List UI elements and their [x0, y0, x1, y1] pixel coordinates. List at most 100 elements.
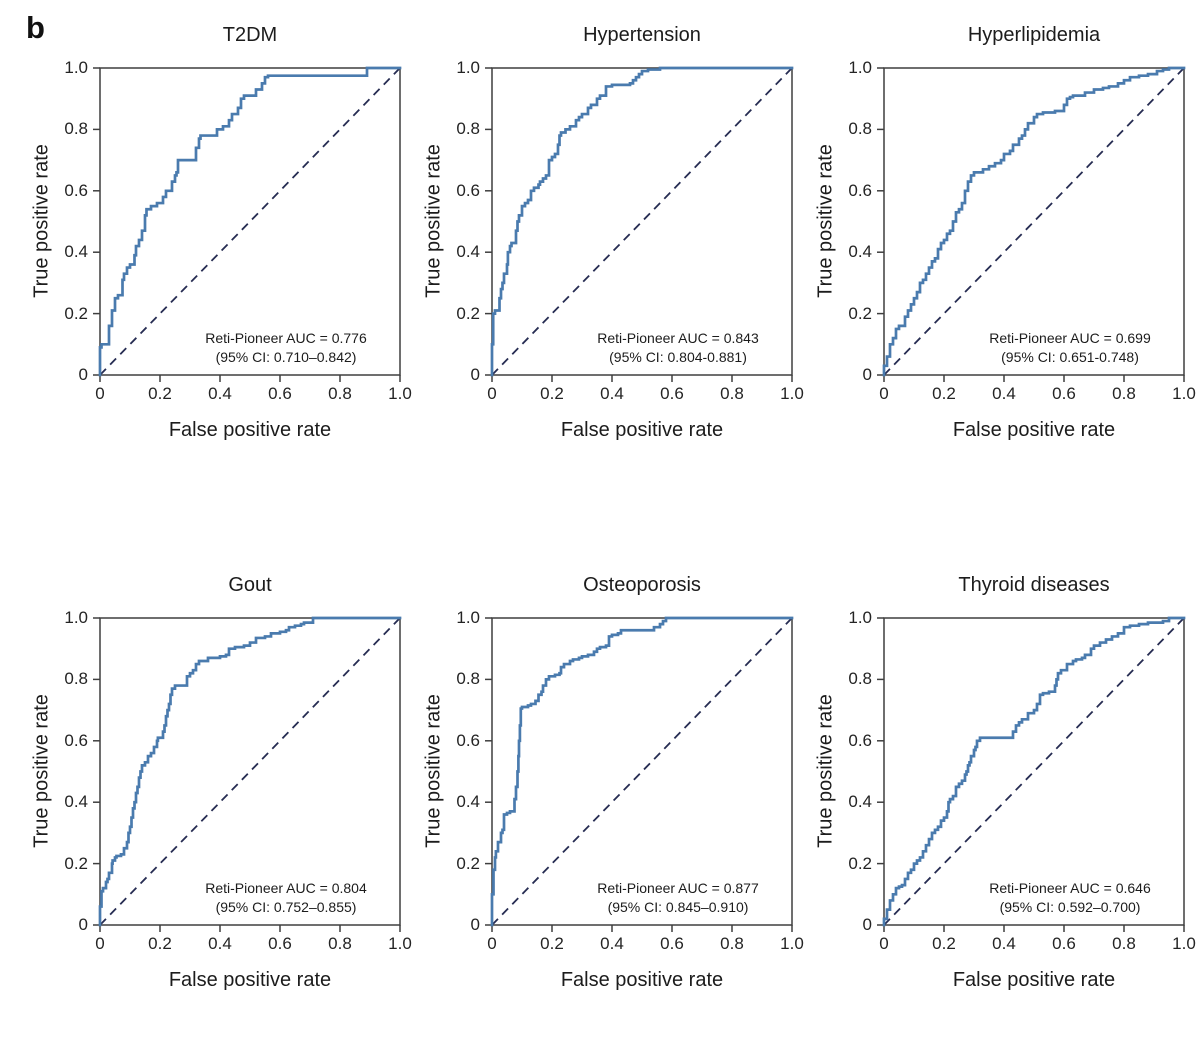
panel-title: Osteoporosis: [583, 574, 701, 596]
y-tick-label: 0: [862, 365, 872, 384]
roc-curve: [882, 66, 1186, 377]
auc-value-text: Reti-Pioneer AUC = 0.843: [597, 330, 759, 346]
x-tick-label: 0.2: [932, 934, 956, 953]
plot-frame: [883, 67, 1185, 376]
x-tick-label: 1.0: [1172, 934, 1196, 953]
x-axis-label: False positive rate: [560, 419, 724, 441]
roc-plot: [93, 616, 402, 932]
auc-annotation: Reti-Pioneer AUC = 0.776 (95% CI: 0.710–…: [136, 329, 436, 367]
y-axis-label: True positive rate: [814, 694, 837, 848]
y-tick-label: 0.2: [64, 853, 88, 873]
x-tick-label: 1.0: [780, 384, 804, 403]
y-tick-label: 0.4: [64, 792, 88, 812]
x-tick-label: 0: [487, 384, 497, 403]
y-tick-label: 0.4: [64, 242, 88, 262]
x-tick-label: 0.4: [992, 934, 1016, 953]
auc-annotation: Reti-Pioneer AUC = 0.843 (95% CI: 0.804-…: [528, 329, 828, 367]
x-tick-label: 0.6: [268, 934, 292, 953]
x-tick-label: 0.2: [932, 384, 956, 403]
plot-frame: [883, 617, 1185, 926]
roc-panel-t2dm: T2DM True positive rate Reti-Pioneer AUC…: [0, 20, 412, 455]
auc-annotation: Reti-Pioneer AUC = 0.804 (95% CI: 0.752–…: [136, 879, 436, 917]
auc-annotation: Reti-Pioneer AUC = 0.699 (95% CI: 0.651-…: [920, 329, 1199, 367]
y-tick-label: 0.8: [848, 669, 872, 689]
y-axis-label: True positive rate: [30, 144, 53, 298]
plot-frame: [99, 617, 401, 926]
x-tick-label: 1.0: [1172, 384, 1196, 403]
y-tick-label: 0.2: [848, 853, 872, 873]
y-tick-label: 1.0: [456, 58, 480, 77]
roc-plot: [485, 66, 794, 382]
y-tick-label: 0.4: [456, 242, 480, 262]
y-tick-label: 0: [470, 365, 480, 384]
x-axis-label: False positive rate: [168, 969, 332, 991]
x-tick-label: 0.8: [1112, 934, 1136, 953]
y-axis-label: True positive rate: [422, 144, 445, 298]
roc-plot: [877, 66, 1186, 382]
y-tick-label: 0.8: [64, 119, 88, 139]
auc-ci-text: (95% CI: 0.752–0.855): [215, 899, 357, 915]
y-axis-label: True positive rate: [422, 694, 445, 848]
x-tick-label: 0: [95, 384, 105, 403]
plot-frame: [491, 617, 793, 926]
x-tick-label: 0.6: [1052, 384, 1076, 403]
y-axis-label: True positive rate: [814, 144, 837, 298]
roc-panel-osteoporosis: Osteoporosis True positive rate Reti-Pio…: [392, 570, 804, 1005]
x-tick-label: 1.0: [780, 934, 804, 953]
x-tick-label: 0.6: [268, 384, 292, 403]
y-tick-label: 0: [470, 915, 480, 934]
roc-curve: [882, 616, 1186, 927]
x-axis-label: False positive rate: [168, 419, 332, 441]
panel-title: Hyperlipidemia: [967, 24, 1101, 46]
y-tick-label: 0: [862, 915, 872, 934]
y-tick-label: 0.6: [456, 730, 480, 750]
x-tick-label: 0.4: [208, 934, 232, 953]
y-tick-label: 0.8: [64, 669, 88, 689]
x-tick-label: 0: [879, 384, 889, 403]
auc-ci-text: (95% CI: 0.804-0.881): [609, 349, 747, 365]
y-tick-label: 1.0: [64, 608, 88, 627]
x-tick-label: 0: [95, 934, 105, 953]
x-tick-label: 0.8: [720, 934, 744, 953]
x-tick-label: 0.6: [660, 384, 684, 403]
x-axis-label: False positive rate: [952, 419, 1116, 441]
roc-panel-hypertension: Hypertension True positive rate Reti-Pio…: [392, 20, 804, 455]
x-tick-label: 0.2: [540, 934, 564, 953]
y-tick-label: 0.6: [64, 180, 88, 200]
panel-title: T2DM: [222, 24, 278, 46]
roc-plot: [93, 66, 402, 382]
auc-annotation: Reti-Pioneer AUC = 0.646 (95% CI: 0.592–…: [920, 879, 1199, 917]
auc-ci-text: (95% CI: 0.592–0.700): [999, 899, 1141, 915]
y-tick-label: 0.8: [456, 119, 480, 139]
roc-plot: [877, 616, 1186, 932]
x-tick-label: 0.6: [660, 934, 684, 953]
x-axis-label: False positive rate: [560, 969, 724, 991]
auc-ci-text: (95% CI: 0.710–0.842): [215, 349, 357, 365]
y-tick-label: 0.4: [848, 792, 872, 812]
x-tick-label: 0: [879, 934, 889, 953]
plot-frame: [99, 67, 401, 376]
roc-panel-thyroid-diseases: Thyroid diseases True positive rate Reti…: [784, 570, 1196, 1005]
x-tick-label: 0.8: [1112, 384, 1136, 403]
x-tick-label: 0.4: [992, 384, 1016, 403]
x-tick-label: 0.8: [328, 934, 352, 953]
y-tick-label: 0.6: [456, 180, 480, 200]
x-tick-label: 0.4: [600, 384, 624, 403]
y-tick-label: 0.2: [64, 303, 88, 323]
auc-ci-text: (95% CI: 0.651-0.748): [1001, 349, 1139, 365]
y-tick-label: 0: [78, 915, 88, 934]
y-tick-label: 0: [78, 365, 88, 384]
x-tick-label: 1.0: [388, 384, 412, 403]
y-tick-label: 0.6: [848, 180, 872, 200]
auc-value-text: Reti-Pioneer AUC = 0.804: [205, 880, 367, 896]
roc-panel-gout: Gout True positive rate Reti-Pioneer AUC…: [0, 570, 412, 1005]
x-tick-label: 0: [487, 934, 497, 953]
roc-curve: [490, 616, 794, 927]
panel-title: Gout: [228, 574, 272, 596]
auc-value-text: Reti-Pioneer AUC = 0.699: [989, 330, 1151, 346]
roc-curve: [98, 66, 402, 377]
x-tick-label: 0.2: [540, 384, 564, 403]
roc-curve: [98, 616, 402, 927]
auc-value-text: Reti-Pioneer AUC = 0.776: [205, 330, 367, 346]
